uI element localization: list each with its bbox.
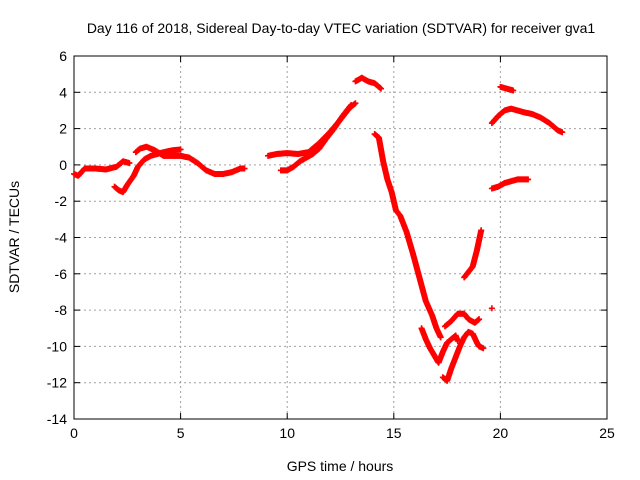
data-point: [241, 165, 248, 172]
x-tick-label: 20: [493, 425, 509, 441]
series-s10: [441, 310, 483, 330]
y-tick-label: 4: [59, 84, 67, 100]
series-s5: [277, 102, 355, 174]
x-tick-label: 5: [177, 425, 185, 441]
y-tick-label: 2: [59, 121, 67, 137]
y-tick-label: -10: [47, 338, 67, 354]
x-tick-label: 0: [70, 425, 78, 441]
series-s13: [488, 176, 532, 192]
y-tick-label: -6: [55, 266, 68, 282]
series-s7: [371, 131, 444, 341]
series-s6: [352, 74, 385, 92]
x-axis-label: GPS time / hours: [287, 458, 394, 474]
data-point: [352, 100, 359, 107]
series-s11: [461, 227, 485, 281]
data-point: [437, 334, 444, 341]
series-s4: [265, 100, 359, 159]
x-tick-label: 10: [279, 425, 295, 441]
series-s2: [111, 146, 184, 196]
series-s15: [488, 105, 566, 136]
data-point: [480, 345, 487, 352]
data-point: [488, 305, 495, 312]
series-s3: [132, 143, 248, 177]
data-marks: [71, 74, 566, 384]
x-tick-label: 25: [599, 425, 615, 441]
y-tick-label: -4: [55, 230, 68, 246]
y-axis-label: SDTVAR / TECUs: [6, 181, 22, 293]
y-tick-label: -14: [47, 411, 67, 427]
data-point: [476, 316, 483, 323]
data-point: [478, 227, 485, 234]
data-point: [559, 129, 566, 136]
series-s1: [71, 158, 133, 179]
axis-ticks: 0 5 10 15 20 25 -14 -12 -10 -8 -6 -4 -2 0 2 4 6: [47, 48, 615, 441]
series-s8: [418, 325, 461, 366]
data-point: [525, 176, 532, 183]
x-tick-label: 15: [386, 425, 402, 441]
y-tick-label: 0: [59, 157, 67, 173]
data-point: [177, 146, 184, 153]
data-point: [348, 102, 355, 109]
series-s12: [488, 305, 495, 312]
y-tick-label: 6: [59, 48, 67, 64]
y-tick-label: -12: [47, 375, 67, 391]
y-tick-label: -2: [55, 193, 68, 209]
data-point: [126, 160, 133, 167]
y-tick-label: -8: [55, 302, 68, 318]
series-s9: [439, 328, 487, 384]
data-point: [510, 87, 517, 94]
series-s14: [497, 83, 517, 94]
chart-title: Day 116 of 2018, Sidereal Day-to-day VTE…: [87, 20, 596, 36]
data-point: [378, 85, 385, 92]
